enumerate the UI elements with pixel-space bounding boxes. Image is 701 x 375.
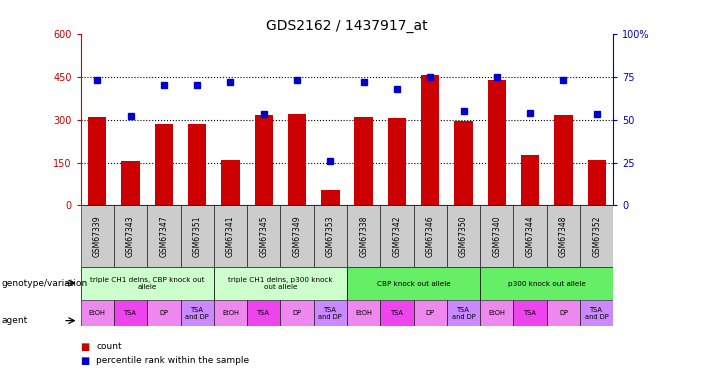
- Text: GSM67348: GSM67348: [559, 215, 568, 257]
- Text: TSA: TSA: [524, 310, 536, 316]
- Bar: [247, 300, 280, 326]
- Text: GSM67347: GSM67347: [159, 215, 168, 257]
- Bar: [254, 115, 273, 206]
- Text: ■: ■: [81, 356, 90, 366]
- Bar: [480, 206, 513, 267]
- Bar: [181, 300, 214, 326]
- Title: GDS2162 / 1437917_at: GDS2162 / 1437917_at: [266, 19, 428, 33]
- Bar: [587, 160, 606, 206]
- Bar: [554, 115, 573, 206]
- Bar: [488, 80, 506, 206]
- Bar: [447, 206, 480, 267]
- Text: EtOH: EtOH: [222, 310, 239, 316]
- Text: GSM67341: GSM67341: [226, 215, 235, 257]
- Text: GSM67352: GSM67352: [592, 215, 601, 257]
- Bar: [321, 190, 339, 206]
- Text: GSM67340: GSM67340: [492, 215, 501, 257]
- Bar: [288, 114, 306, 206]
- Text: GSM67349: GSM67349: [292, 215, 301, 257]
- Bar: [214, 206, 247, 267]
- Text: triple CH1 delns, CBP knock out
allele: triple CH1 delns, CBP knock out allele: [90, 277, 205, 290]
- Bar: [222, 160, 240, 206]
- Text: TSA
and DP: TSA and DP: [451, 307, 475, 320]
- Bar: [580, 206, 613, 267]
- Text: ■: ■: [81, 342, 90, 352]
- Bar: [81, 267, 214, 300]
- Text: p300 knock out allele: p300 knock out allele: [508, 280, 586, 286]
- Text: GSM67338: GSM67338: [359, 215, 368, 257]
- Bar: [181, 206, 214, 267]
- Text: GSM67342: GSM67342: [393, 215, 402, 257]
- Text: triple CH1 delns, p300 knock
out allele: triple CH1 delns, p300 knock out allele: [228, 277, 333, 290]
- Text: GSM67351: GSM67351: [193, 215, 202, 257]
- Text: DP: DP: [159, 310, 168, 316]
- Bar: [521, 155, 539, 206]
- Bar: [580, 300, 613, 326]
- Bar: [114, 206, 147, 267]
- Text: TSA
and DP: TSA and DP: [585, 307, 608, 320]
- Bar: [347, 206, 381, 267]
- Bar: [314, 300, 347, 326]
- Bar: [280, 206, 314, 267]
- Bar: [347, 300, 381, 326]
- Bar: [114, 300, 147, 326]
- Text: EtOH: EtOH: [89, 310, 106, 316]
- Text: CBP knock out allele: CBP knock out allele: [376, 280, 451, 286]
- Bar: [147, 300, 181, 326]
- Bar: [155, 124, 173, 206]
- Text: GSM67344: GSM67344: [526, 215, 535, 257]
- Text: DP: DP: [426, 310, 435, 316]
- Text: GSM67345: GSM67345: [259, 215, 268, 257]
- Bar: [547, 300, 580, 326]
- Bar: [447, 300, 480, 326]
- Bar: [188, 124, 206, 206]
- Bar: [480, 267, 613, 300]
- Text: TSA: TSA: [124, 310, 137, 316]
- Text: GSM67346: GSM67346: [426, 215, 435, 257]
- Text: TSA: TSA: [257, 310, 270, 316]
- Bar: [514, 300, 547, 326]
- Text: GSM67339: GSM67339: [93, 215, 102, 257]
- Bar: [314, 206, 347, 267]
- Bar: [88, 117, 107, 206]
- Text: genotype/variation: genotype/variation: [1, 279, 88, 288]
- Bar: [247, 206, 280, 267]
- Bar: [547, 206, 580, 267]
- Text: EtOH: EtOH: [489, 310, 505, 316]
- Bar: [214, 267, 347, 300]
- Text: TSA: TSA: [390, 310, 403, 316]
- Bar: [421, 75, 440, 206]
- Bar: [355, 117, 373, 206]
- Text: EtOH: EtOH: [355, 310, 372, 316]
- Bar: [81, 300, 114, 326]
- Bar: [381, 300, 414, 326]
- Bar: [147, 206, 181, 267]
- Text: TSA
and DP: TSA and DP: [185, 307, 209, 320]
- Bar: [347, 267, 480, 300]
- Bar: [414, 300, 447, 326]
- Text: DP: DP: [559, 310, 568, 316]
- Bar: [454, 121, 472, 206]
- Text: agent: agent: [1, 316, 27, 325]
- Text: count: count: [96, 342, 122, 351]
- Bar: [514, 206, 547, 267]
- Text: TSA
and DP: TSA and DP: [318, 307, 342, 320]
- Bar: [388, 118, 406, 206]
- Text: percentile rank within the sample: percentile rank within the sample: [96, 356, 249, 365]
- Text: GSM67343: GSM67343: [126, 215, 135, 257]
- Bar: [214, 300, 247, 326]
- Text: GSM67353: GSM67353: [326, 215, 335, 257]
- Text: GSM67350: GSM67350: [459, 215, 468, 257]
- Bar: [414, 206, 447, 267]
- Text: DP: DP: [292, 310, 301, 316]
- Bar: [81, 206, 114, 267]
- Bar: [121, 161, 139, 206]
- Bar: [381, 206, 414, 267]
- Bar: [280, 300, 314, 326]
- Bar: [480, 300, 513, 326]
